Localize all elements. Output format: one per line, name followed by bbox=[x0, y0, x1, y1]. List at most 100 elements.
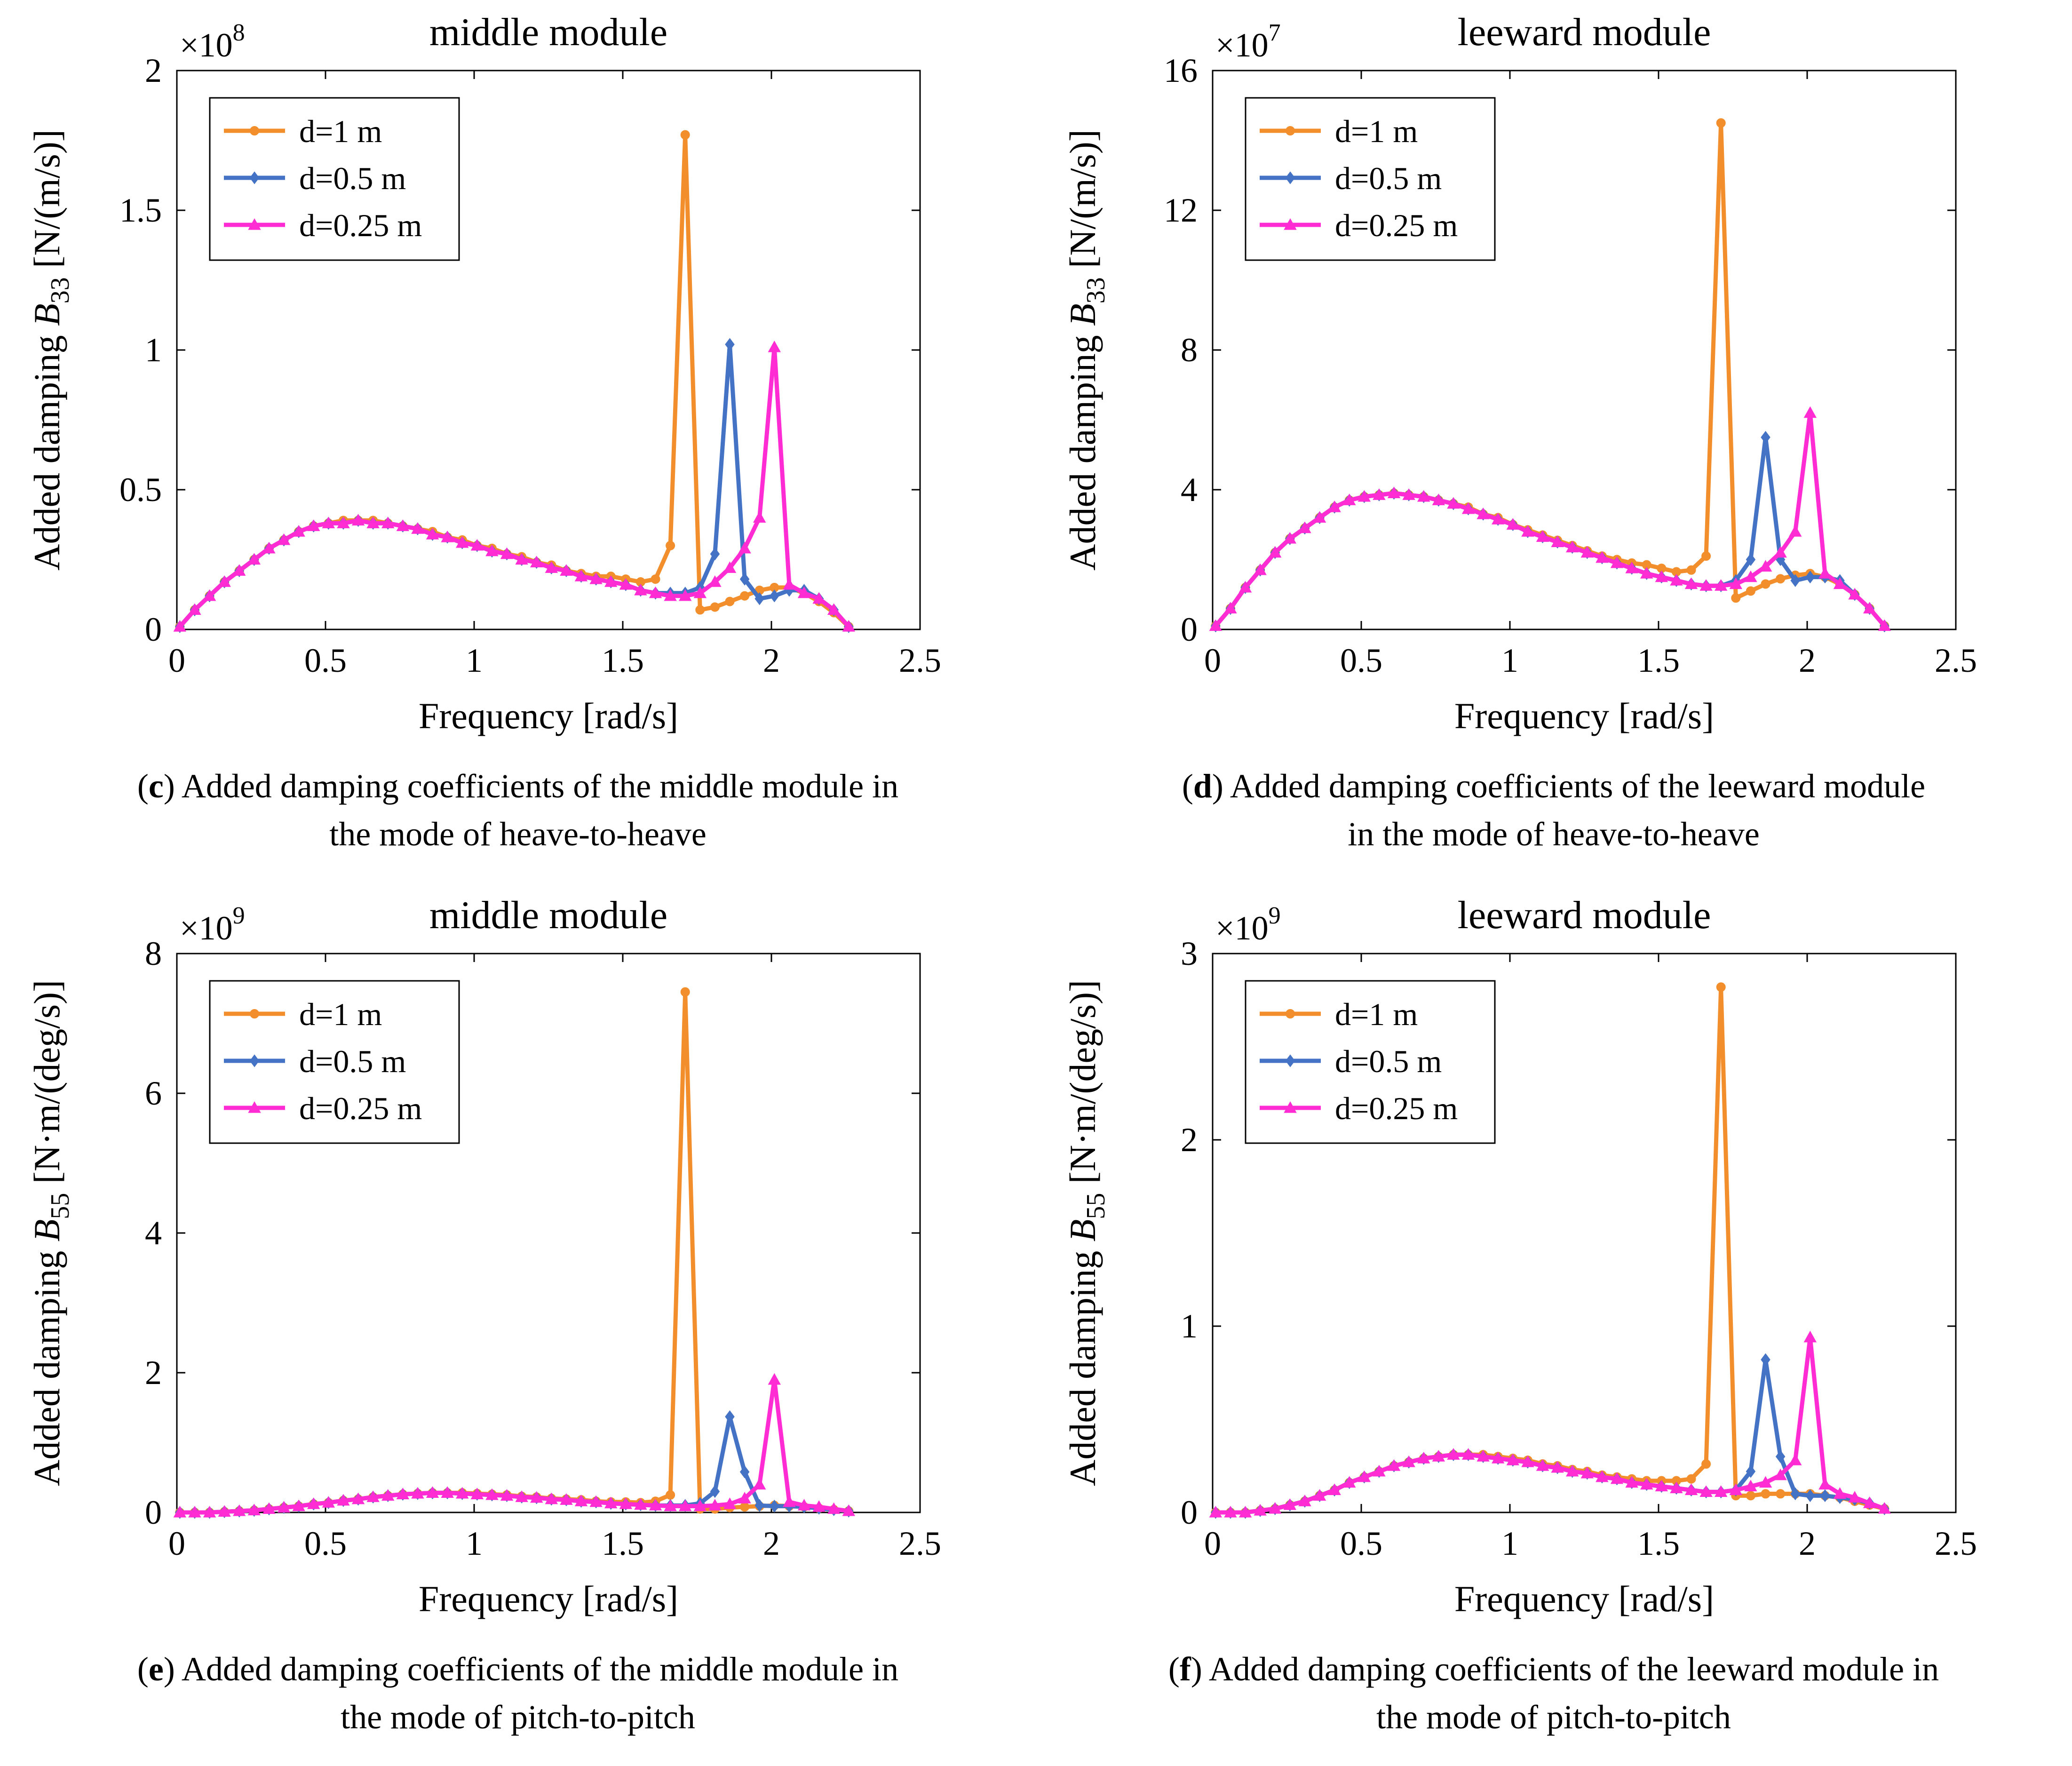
legend-label-d1: d=1 m bbox=[299, 996, 382, 1032]
data-point-d1 bbox=[680, 130, 690, 140]
legend-label-d1: d=1 m bbox=[299, 113, 382, 149]
series-line-d05 bbox=[1215, 1357, 1885, 1515]
data-point-d025 bbox=[366, 517, 380, 528]
x-tick-label: 2 bbox=[1799, 642, 1816, 679]
data-point-d025 bbox=[812, 1500, 826, 1512]
data-point-d025 bbox=[307, 519, 320, 531]
y-tick-label: 16 bbox=[1164, 52, 1198, 89]
data-point-d025 bbox=[1655, 1480, 1668, 1492]
legend: d=1 m d=0.5 m d=0.25 m bbox=[209, 980, 460, 1144]
x-tick-label: 1 bbox=[1501, 642, 1518, 679]
axis-exponent-base: ×10 bbox=[1215, 26, 1269, 64]
x-tick-label: 0.5 bbox=[1340, 642, 1382, 679]
data-point-d025 bbox=[1313, 1489, 1326, 1501]
y-tick-label: 4 bbox=[145, 1214, 162, 1252]
data-point-d025 bbox=[723, 1497, 737, 1509]
y-label-prefix: Added damping bbox=[26, 1241, 67, 1486]
data-point-d05 bbox=[725, 338, 735, 351]
y-label-variable: B bbox=[26, 1219, 67, 1242]
data-point-d1 bbox=[1761, 1489, 1770, 1499]
data-point-d05 bbox=[1761, 1353, 1770, 1366]
data-point-d025 bbox=[1328, 501, 1341, 512]
caption-letter: c bbox=[148, 767, 164, 805]
data-point-d025 bbox=[827, 1502, 841, 1514]
x-tick-label: 1 bbox=[1501, 1525, 1518, 1562]
data-point-d025 bbox=[337, 1494, 350, 1506]
data-point-d05 bbox=[710, 1485, 720, 1498]
y-tick-label: 6 bbox=[145, 1074, 162, 1112]
data-point-d05 bbox=[739, 573, 750, 586]
panel-c: middle module ×108 0 0.5 1 1.5 2 2.5 0 0.5 1 1.5 2 Fr… bbox=[0, 0, 1036, 883]
data-point-d025 bbox=[1536, 1459, 1549, 1471]
y-label-unit: [N/(m/s)] bbox=[1062, 129, 1103, 277]
y-tick-label: 3 bbox=[1181, 935, 1198, 972]
data-point-d025 bbox=[1461, 502, 1475, 514]
data-point-d025 bbox=[1833, 1487, 1847, 1499]
data-point-d025 bbox=[1536, 530, 1549, 542]
data-point-d025 bbox=[1774, 546, 1787, 558]
data-point-d1 bbox=[725, 597, 735, 606]
data-point-d1 bbox=[1776, 574, 1786, 584]
data-point-d025 bbox=[1580, 546, 1594, 558]
caption-text-2: the mode of pitch-to-pitch bbox=[341, 1698, 695, 1736]
data-point-d025 bbox=[470, 1488, 484, 1499]
data-point-d025 bbox=[456, 1487, 469, 1499]
caption-text: Added damping coefficients of the middle… bbox=[181, 1650, 899, 1688]
data-point-d025 bbox=[1521, 1456, 1534, 1467]
data-point-d025 bbox=[1209, 619, 1223, 631]
x-tick-label: 2.5 bbox=[1935, 1525, 1977, 1562]
y-label-prefix: Added damping bbox=[26, 326, 67, 571]
y-tick-label: 1 bbox=[1181, 1307, 1198, 1345]
y-tick-label: 0 bbox=[1181, 611, 1198, 648]
data-point-d05 bbox=[770, 1499, 779, 1513]
x-tick-label: 1.5 bbox=[602, 1525, 644, 1562]
y-label-variable: B bbox=[26, 303, 67, 326]
panel-d: leeward module ×107 0 0.5 1 1.5 2 2.5 0 4 8 12 16 Fre… bbox=[1036, 0, 2072, 883]
data-point-d025 bbox=[396, 1488, 410, 1499]
data-point-d025 bbox=[277, 533, 291, 545]
axis-exponent: ×109 bbox=[1215, 902, 1281, 947]
legend-label-d025: d=0.25 m bbox=[299, 207, 422, 243]
caption-letter: d bbox=[1193, 767, 1212, 805]
x-tick-label: 2 bbox=[763, 642, 780, 679]
x-tick-label: 1.5 bbox=[602, 642, 644, 679]
data-point-d025 bbox=[218, 1505, 231, 1517]
y-tick-label: 2 bbox=[145, 52, 162, 89]
legend-label-d1: d=1 m bbox=[1335, 113, 1418, 149]
y-label-unit: [N/(m/s)] bbox=[26, 129, 67, 277]
data-point-d1 bbox=[710, 602, 720, 612]
data-point-d025 bbox=[1566, 1464, 1579, 1477]
y-label-subscript: 33 bbox=[1081, 277, 1111, 303]
data-point-d025 bbox=[366, 1490, 380, 1502]
data-point-d025 bbox=[842, 620, 856, 632]
data-point-d05 bbox=[754, 1499, 764, 1512]
data-point-d025 bbox=[1269, 1502, 1282, 1514]
caption-text-2: in the mode of heave-to-heave bbox=[1348, 815, 1760, 853]
data-point-d025 bbox=[679, 1499, 692, 1511]
caption-text: Added damping coefficients of the leewar… bbox=[1208, 1650, 1939, 1688]
legend-label-d05: d=0.5 m bbox=[299, 160, 406, 196]
data-point-d025 bbox=[842, 1504, 856, 1516]
data-point-d025 bbox=[1432, 1450, 1445, 1462]
data-point-d05 bbox=[1790, 1487, 1800, 1501]
data-point-d025 bbox=[589, 1495, 603, 1507]
legend-label-d1: d=1 m bbox=[1335, 996, 1418, 1032]
series-d025 bbox=[173, 341, 856, 632]
data-point-d025 bbox=[307, 1497, 320, 1509]
data-point-d05 bbox=[1746, 553, 1756, 566]
data-point-d025 bbox=[1715, 579, 1728, 591]
data-point-d1 bbox=[1761, 579, 1770, 589]
data-point-d025 bbox=[381, 1489, 395, 1501]
data-point-d025 bbox=[1477, 1450, 1490, 1462]
data-point-d05 bbox=[1746, 1465, 1756, 1478]
data-point-d025 bbox=[1506, 1454, 1520, 1465]
series-line-d025 bbox=[180, 1377, 849, 1515]
data-point-d1 bbox=[1776, 1489, 1786, 1499]
data-point-d025 bbox=[1580, 1466, 1594, 1479]
data-point-d025 bbox=[1670, 1481, 1683, 1494]
data-point-d025 bbox=[693, 586, 707, 598]
data-point-d025 bbox=[649, 1499, 662, 1511]
chart-d: leeward module ×107 0 0.5 1 1.5 2 2.5 0 4 8 12 16 Fre… bbox=[1062, 10, 1977, 736]
data-point-d05 bbox=[1790, 574, 1800, 587]
y-tick-label: 8 bbox=[145, 935, 162, 972]
